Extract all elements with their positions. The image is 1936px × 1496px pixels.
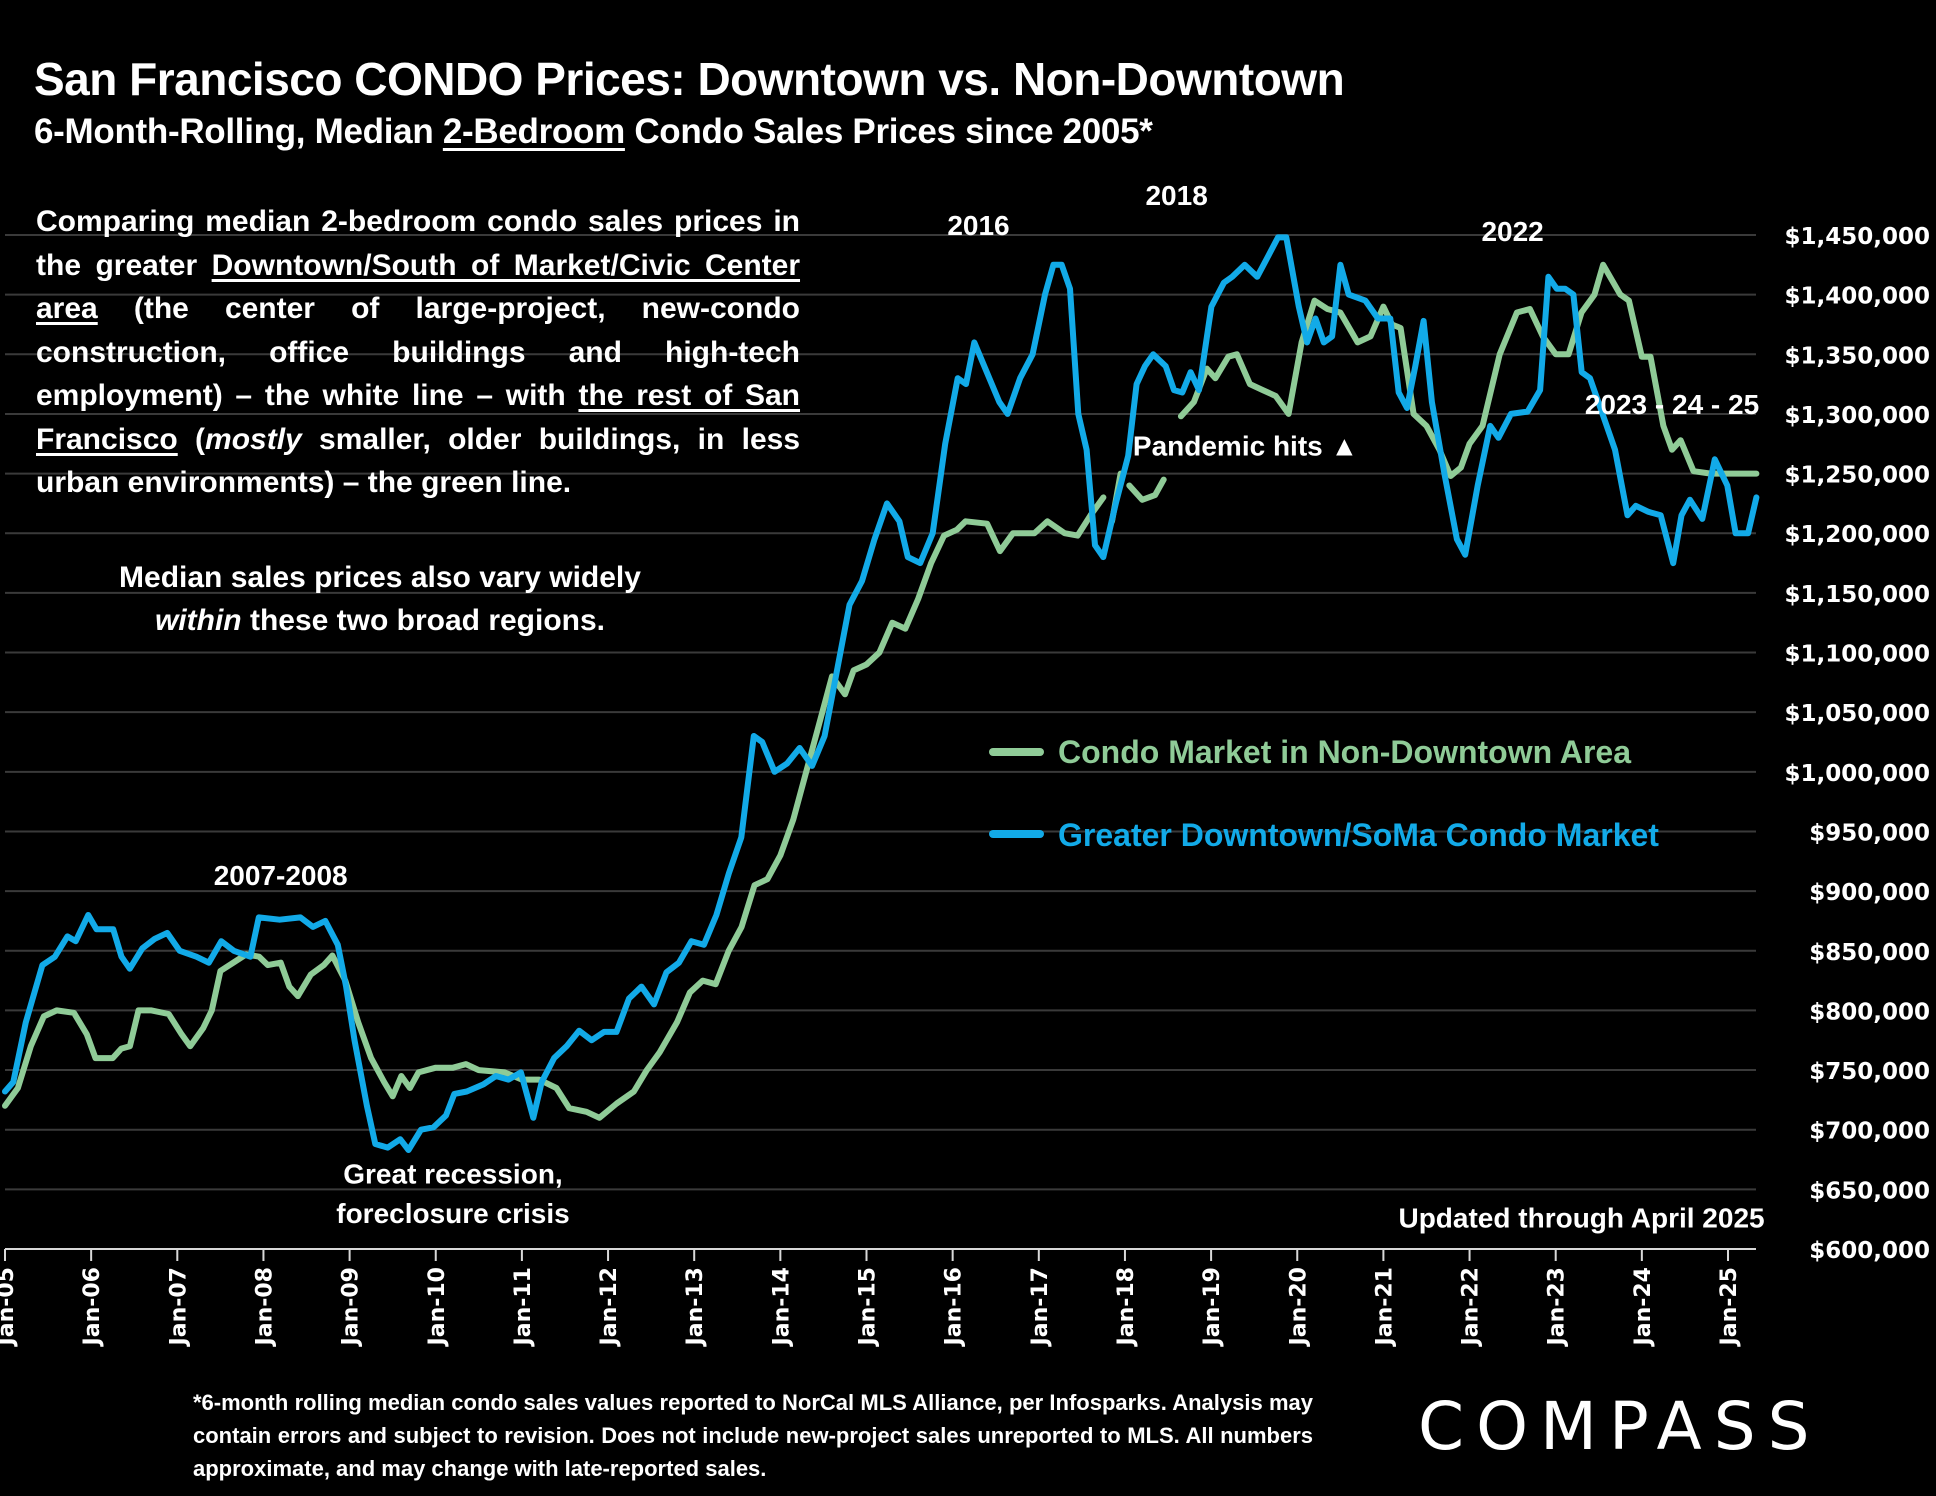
annotation-label: 2007-2008 (214, 860, 348, 891)
series-lines (2, 234, 1760, 1153)
description-paragraph: Comparing median 2-bedroom condo sales p… (36, 200, 800, 505)
y-tick-label: $1,000,000 (1784, 761, 1930, 787)
annotations: 2007-2008 Great recession, foreclosure cri… (214, 180, 1765, 1233)
annotation-label: 2022 (1481, 216, 1543, 247)
x-tick-label: Jan-11 (511, 1267, 536, 1347)
y-tick-label: $1,100,000 (1784, 642, 1930, 668)
y-tick-label: $1,150,000 (1784, 582, 1930, 608)
desc-text: Comparing median 2-bedroom condo sales p… (36, 205, 800, 282)
x-tick-label: Jan-10 (425, 1267, 450, 1347)
y-tick-label: $900,000 (1809, 880, 1930, 906)
x-tick-label: Jan-19 (1200, 1267, 1225, 1347)
desc-underlined-rest: the rest of San Francisco (36, 379, 801, 456)
annotation-label: Great recession, (343, 1158, 562, 1189)
y-tick-label: $700,000 (1809, 1119, 1930, 1145)
y-tick-label: $850,000 (1809, 940, 1930, 966)
note-line2: these two broad regions. (241, 604, 606, 637)
x-tick-label: Jan-05 (0, 1267, 19, 1347)
annotation-label: Updated through April 2025 (1398, 1203, 1764, 1234)
desc-text: (the center of large-project, new-condo … (36, 292, 800, 412)
annotation-label: 2023 - 24 - 25 (1585, 389, 1759, 420)
subtitle-underlined: 2-Bedroom (442, 112, 625, 151)
y-tick-label: $1,050,000 (1784, 701, 1930, 727)
chart-title: San Francisco CONDO Prices: Downtown vs.… (34, 53, 1345, 105)
x-tick-label: Jan-15 (856, 1267, 881, 1347)
x-tick-label: Jan-22 (1459, 1267, 1484, 1347)
legend-label-blue: Greater Downtown/SoMa Condo Market (1058, 817, 1659, 853)
y-axis-ticks: $600,000 $650,000 $700,000 $750,000 $800,000… (1784, 224, 1930, 1264)
y-tick-label: $1,350,000 (1784, 343, 1930, 369)
x-tick-label: Jan-14 (769, 1267, 794, 1347)
desc-text: ( (177, 422, 206, 456)
desc-text: smaller, older buildings, in less urban … (36, 422, 800, 500)
y-tick-label: $1,200,000 (1784, 522, 1930, 548)
x-tick-label: Jan-06 (80, 1267, 105, 1347)
x-tick-label: Jan-08 (252, 1267, 277, 1347)
series-line-non-downtown (1177, 261, 1760, 479)
x-tick-label: Jan-23 (1545, 1267, 1570, 1347)
y-tick-label: $600,000 (1809, 1238, 1930, 1264)
annotation-label: foreclosure crisis (336, 1198, 569, 1229)
y-tick-label: $750,000 (1809, 1059, 1930, 1085)
desc-underlined-downtown: Downtown/South of Market/Civic Center ar… (36, 248, 801, 326)
x-tick-label: Jan-09 (339, 1267, 364, 1347)
gridlines (5, 234, 1756, 1191)
series-line-non-downtown (1126, 476, 1167, 503)
y-tick-label: $1,250,000 (1784, 463, 1930, 489)
x-tick-label: Jan-21 (1372, 1267, 1397, 1347)
variance-note: Median sales prices also vary widely with… (60, 556, 700, 642)
note-italic: within (154, 604, 242, 637)
legend: Condo Market in Non-Downtown Area Greate… (989, 734, 1659, 853)
x-tick-label: Jan-12 (597, 1267, 622, 1347)
y-tick-label: $800,000 (1809, 999, 1930, 1025)
x-tick-label: Jan-25 (1717, 1267, 1742, 1347)
x-axis: Jan-05 Jan-06 Jan-07 Jan-08 Jan-09 Jan-10 Jan-… (0, 1248, 1756, 1347)
note-line1: Median sales prices also vary widely (119, 561, 641, 594)
x-tick-label: Jan-07 (166, 1267, 191, 1347)
x-tick-label: Jan-13 (683, 1267, 708, 1347)
x-tick-label: Jan-16 (942, 1267, 967, 1347)
y-tick-label: $1,300,000 (1784, 403, 1930, 429)
y-tick-label: $1,400,000 (1784, 284, 1930, 310)
x-tick-label: Jan-17 (1028, 1267, 1053, 1347)
y-tick-label: $950,000 (1809, 820, 1930, 846)
legend-label-green: Condo Market in Non-Downtown Area (1058, 734, 1631, 770)
x-tick-label: Jan-24 (1631, 1267, 1656, 1347)
chart-subtitle: 6-Month-Rolling, Median 2-Bedroom Condo … (34, 112, 1153, 152)
footnote: *6-month rolling median condo sales valu… (193, 1390, 1313, 1481)
series-line-downtown (2, 234, 1760, 1153)
x-tick-label: Jan-20 (1286, 1267, 1311, 1347)
compass-logo: COMPASS (1418, 1388, 1822, 1465)
annotation-label: 2018 (1145, 180, 1207, 211)
annotation-label: Pandemic hits ▲ (1133, 431, 1358, 462)
subtitle-pre: 6-Month-Rolling, Median (34, 112, 443, 151)
y-tick-label: $650,000 (1809, 1178, 1930, 1204)
desc-italic: mostly (205, 422, 302, 456)
x-tick-label: Jan-18 (1114, 1267, 1139, 1347)
subtitle-post: Condo Sales Prices since 2005* (624, 112, 1153, 151)
annotation-label: 2016 (947, 210, 1009, 241)
y-tick-label: $1,450,000 (1784, 224, 1930, 250)
